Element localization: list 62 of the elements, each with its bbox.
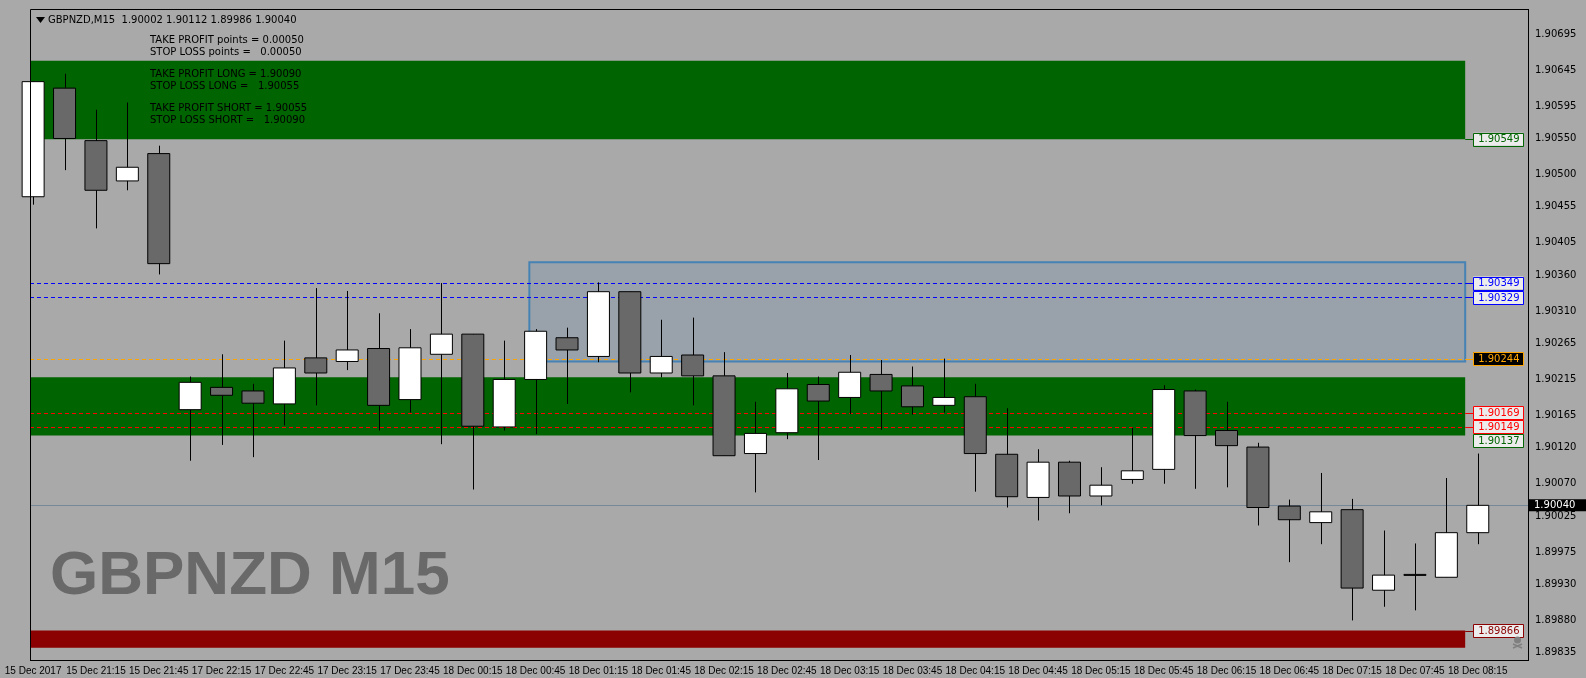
- y-tick-label: 1.90215: [1535, 373, 1577, 385]
- x-tick-label: 17 Dec 22:15: [191, 664, 252, 676]
- y-tick-label: 1.90120: [1535, 441, 1577, 453]
- ref-line-label: 1.90149: [1478, 421, 1520, 433]
- band-label: 1.89866: [1478, 624, 1520, 636]
- ref-line-label: 1.90329: [1478, 291, 1520, 303]
- x-tick-label: 18 Dec 08:15: [1448, 664, 1508, 676]
- annotation: STOP LOSS LONG = 1.90055: [150, 79, 300, 91]
- y-tick-label: 1.89930: [1535, 578, 1577, 590]
- x-tick-label: 18 Dec 06:45: [1259, 664, 1320, 676]
- ref-line-label: 1.90040: [1534, 498, 1576, 510]
- x-tick-label: 18 Dec 01:45: [631, 664, 692, 676]
- ref-line-label: 1.90349: [1478, 277, 1520, 289]
- y-tick-label: 1.90500: [1535, 168, 1577, 180]
- y-tick-label: 1.90360: [1535, 268, 1577, 280]
- x-tick-label: 18 Dec 07:45: [1385, 664, 1446, 676]
- y-tick-label: 1.90165: [1535, 409, 1577, 421]
- y-tick-label: 1.90695: [1535, 27, 1577, 39]
- annotation: GBPNZD M15: [50, 538, 450, 607]
- x-tick-label: 18 Dec 03:45: [882, 664, 943, 676]
- annotation: STOP LOSS SHORT = 1.90090: [150, 113, 306, 125]
- x-tick-label: 18 Dec 00:15: [443, 664, 503, 676]
- annotation: TAKE PROFIT LONG = 1.90090: [149, 67, 302, 79]
- x-tick-label: 15 Dec 21:45: [129, 664, 189, 676]
- x-tick-label: 17 Dec 22:45: [254, 664, 315, 676]
- y-tick-label: 1.90025: [1535, 509, 1577, 521]
- ref-line-label: 1.90244: [1478, 352, 1520, 364]
- x-tick-label: 18 Dec 05:15: [1071, 664, 1132, 676]
- candlestick: [429, 282, 453, 445]
- x-tick-label: 18 Dec 06:15: [1196, 664, 1257, 676]
- x-tick-label: 18 Dec 07:15: [1322, 664, 1383, 676]
- text: GBPNZD,M15 1.90002 1.90112 1.89986 1.90040: [48, 13, 297, 25]
- band-label: 1.90549: [1478, 133, 1520, 145]
- y-tick-label: 1.90645: [1535, 63, 1577, 75]
- y-tick-label: 1.90265: [1535, 337, 1577, 349]
- y-tick-label: 1.90070: [1535, 477, 1577, 489]
- x-tick-label: 18 Dec 01:15: [568, 664, 629, 676]
- annotation: STOP LOSS points = 0.00050: [150, 45, 302, 57]
- annotation: TAKE PROFIT SHORT = 1.90055: [149, 101, 308, 113]
- x-tick-label: 17 Dec 23:15: [317, 664, 378, 676]
- y-tick-label: 1.90310: [1535, 304, 1577, 316]
- x-tick-label: 18 Dec 00:45: [505, 664, 566, 676]
- y-tick-label: 1.89880: [1535, 614, 1577, 626]
- y-tick-label: 1.89975: [1535, 545, 1577, 557]
- annotation: TAKE PROFIT points = 0.00050: [149, 33, 304, 45]
- ref-line-label: 1.90169: [1478, 406, 1520, 418]
- y-tick-label: 1.90595: [1535, 99, 1577, 111]
- x-tick-label: 17 Dec 23:45: [380, 664, 441, 676]
- band-label: 1.90137: [1478, 435, 1520, 447]
- x-tick-label: 15 Dec 2017: [4, 664, 62, 676]
- x-tick-label: 18 Dec 02:45: [757, 664, 818, 676]
- candlestick: [743, 401, 767, 493]
- x-tick-label: 18 Dec 04:45: [1008, 664, 1069, 676]
- y-tick-label: 1.89835: [1535, 646, 1577, 658]
- y-tick-label: 1.90550: [1535, 132, 1577, 144]
- x-tick-label: 18 Dec 04:15: [945, 664, 1006, 676]
- y-tick-label: 1.90455: [1535, 200, 1577, 212]
- x-tick-label: 18 Dec 05:45: [1133, 664, 1194, 676]
- x-tick-label: 18 Dec 03:15: [819, 664, 880, 676]
- x-tick-label: 15 Dec 21:15: [66, 664, 127, 676]
- y-tick-label: 1.90405: [1535, 236, 1577, 248]
- x-tick-label: 18 Dec 02:15: [694, 664, 755, 676]
